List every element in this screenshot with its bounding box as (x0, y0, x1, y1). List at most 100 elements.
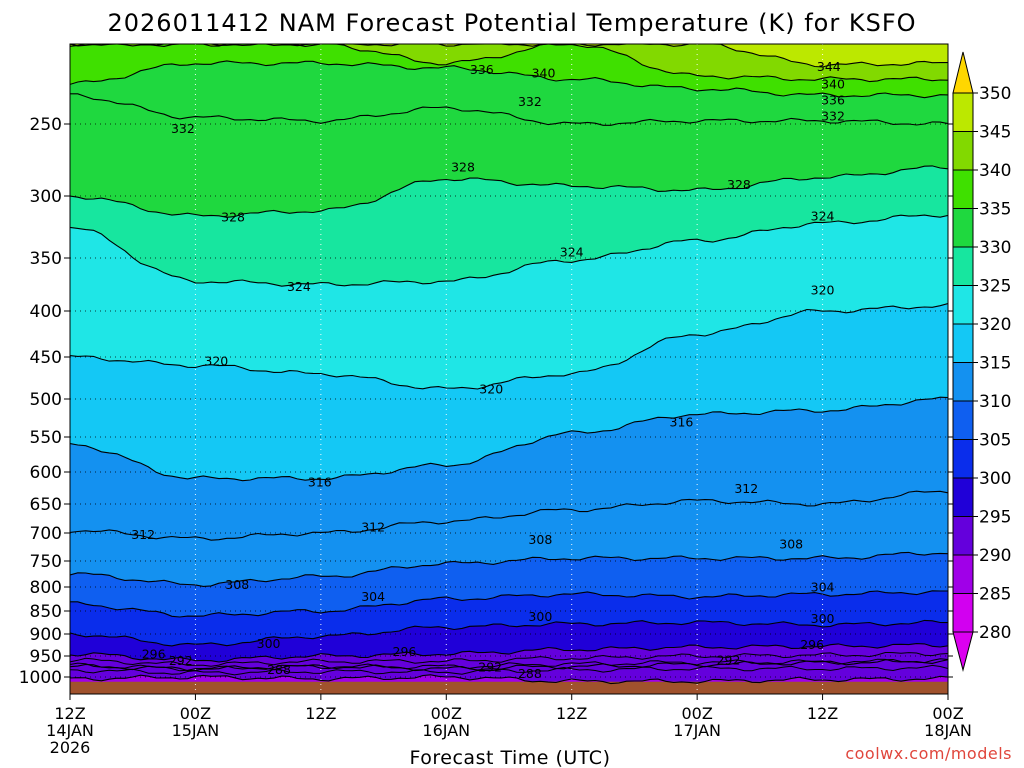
colorbar-swatch-345 (952, 92, 974, 132)
contour-label-text: 308 (779, 537, 803, 552)
colorbar-swatch-325 (952, 246, 974, 286)
contour-label: 308 (779, 537, 803, 552)
x-tick-label: 12Z (807, 704, 838, 723)
contour-label-text: 340 (821, 77, 845, 92)
contour-label-text: 336 (821, 93, 845, 108)
contour-label: 304 (361, 589, 385, 604)
contour-line-308 (70, 551, 948, 587)
contour-label: 300 (811, 611, 835, 626)
contour-label: 316 (670, 414, 694, 429)
colorbar-swatch-295 (952, 477, 974, 517)
contour-label: 296 (800, 637, 824, 652)
x-tick-year-label: 2026 (50, 738, 91, 757)
colorbar: 350 345 340 335 330 325 320 315 310 305 300 295 290 2… (952, 51, 1011, 672)
x-tick-label: 12Z (556, 704, 587, 723)
contour-label: 292 (717, 652, 741, 667)
colorbar-label: 325 (979, 277, 1011, 297)
contour-label: 312 (361, 520, 385, 535)
contour-label: 328 (221, 210, 245, 225)
contour-layer (70, 44, 948, 685)
x-tick-label: 00Z (431, 704, 462, 723)
x-tick-label: 00Z (681, 704, 712, 723)
contour-label: 292 (169, 653, 193, 668)
contour-label-text: 292 (169, 653, 193, 668)
y-tick-label: 800 (30, 578, 62, 598)
contour-line-332 (70, 93, 948, 126)
colorbar-label: 330 (979, 238, 1011, 258)
y-tick-label: 500 (30, 390, 62, 410)
contour-label-text: 320 (204, 354, 228, 369)
contour-label: 300 (257, 636, 281, 651)
x-tick-label: 12Z (54, 704, 85, 723)
contour-label-text: 300 (528, 609, 552, 624)
contour-line-340 (70, 44, 948, 83)
y-axis: 250 300 350 400 450 500 550 600 650 700 750 800 850 9… (19, 115, 953, 688)
contour-label-text: 312 (361, 520, 385, 535)
contour-line-324 (70, 214, 948, 287)
contour-label-text: 332 (518, 94, 542, 109)
contour-label-layer: 3443403403363363323323323283283283243243… (131, 59, 845, 681)
contour-label-text: 296 (142, 646, 166, 661)
colorbar-label: 295 (979, 508, 1011, 528)
contour-label: 316 (308, 475, 332, 490)
y-tick-label: 400 (30, 302, 62, 322)
contour-label-text: 312 (734, 481, 758, 496)
contour-line-336 (70, 60, 948, 99)
colorbar-label: 280 (979, 623, 1011, 643)
y-tick-label: 1000 (19, 668, 62, 688)
x-tick-label: 00Z (932, 704, 963, 723)
contour-line-300 (70, 619, 948, 647)
contour-label: 312 (734, 481, 758, 496)
contour-line-320 (70, 302, 948, 390)
x-tick-sublabel: 16JAN (422, 721, 470, 740)
contour-label: 324 (287, 279, 311, 294)
colorbar-swatch-290 (952, 516, 974, 556)
contour-label: 336 (470, 62, 494, 77)
y-tick-label: 900 (30, 625, 62, 645)
x-tick-sublabel: 14JAN (46, 721, 94, 740)
contour-label: 300 (528, 609, 552, 624)
colorbar-swatch-310 (952, 362, 974, 402)
contour-line-288 (70, 674, 948, 685)
contour-label-text: 344 (817, 59, 841, 74)
contour-label-text: 332 (171, 121, 195, 136)
contour-line-304 (70, 590, 948, 618)
contour-label: 328 (451, 160, 475, 175)
y-tick-label: 700 (30, 524, 62, 544)
contour-label-text: 328 (221, 210, 245, 225)
contour-line-290 (70, 658, 948, 672)
contour-label: 296 (393, 644, 417, 659)
contour-line-344 (70, 44, 948, 68)
contour-label-text: 332 (821, 109, 845, 124)
y-tick-label: 600 (30, 463, 62, 483)
colorbar-swatch-335 (952, 169, 974, 209)
contour-label-text: 316 (308, 475, 332, 490)
contour-line-296 (70, 643, 948, 663)
colorbar-swatch-280 (952, 593, 974, 633)
x-tick-sublabel: 15JAN (172, 721, 220, 740)
colorbar-swatch-300 (952, 439, 974, 479)
credit-text: coolwx.com/models (845, 744, 1012, 763)
contour-label-text: 304 (811, 580, 835, 595)
colorbar-swatch-285 (952, 554, 974, 594)
x-tick-sublabel: 18JAN (924, 721, 972, 740)
x-axis-label: Forecast Time (UTC) (410, 747, 611, 768)
contour-line-286 (70, 664, 948, 676)
contour-label-text: 316 (670, 414, 694, 429)
contour-label-text: 328 (727, 177, 751, 192)
colorbar-label: 290 (979, 546, 1011, 566)
contour-label: 304 (811, 580, 835, 595)
contour-label: 292 (478, 659, 502, 674)
colorbar-swatch-320 (952, 285, 974, 325)
x-tick-label: 00Z (180, 704, 211, 723)
contour-label: 320 (479, 381, 503, 396)
colorbar-swatch-340 (952, 131, 974, 171)
chart-title: 2026011412 NAM Forecast Potential Temper… (107, 9, 916, 37)
contour-label-text: 308 (528, 532, 552, 547)
y-tick-label: 650 (30, 495, 62, 515)
contour-label: 312 (131, 527, 155, 542)
contour-label-text: 320 (479, 381, 503, 396)
contour-label-text: 308 (225, 577, 249, 592)
contour-label-text: 292 (478, 659, 502, 674)
